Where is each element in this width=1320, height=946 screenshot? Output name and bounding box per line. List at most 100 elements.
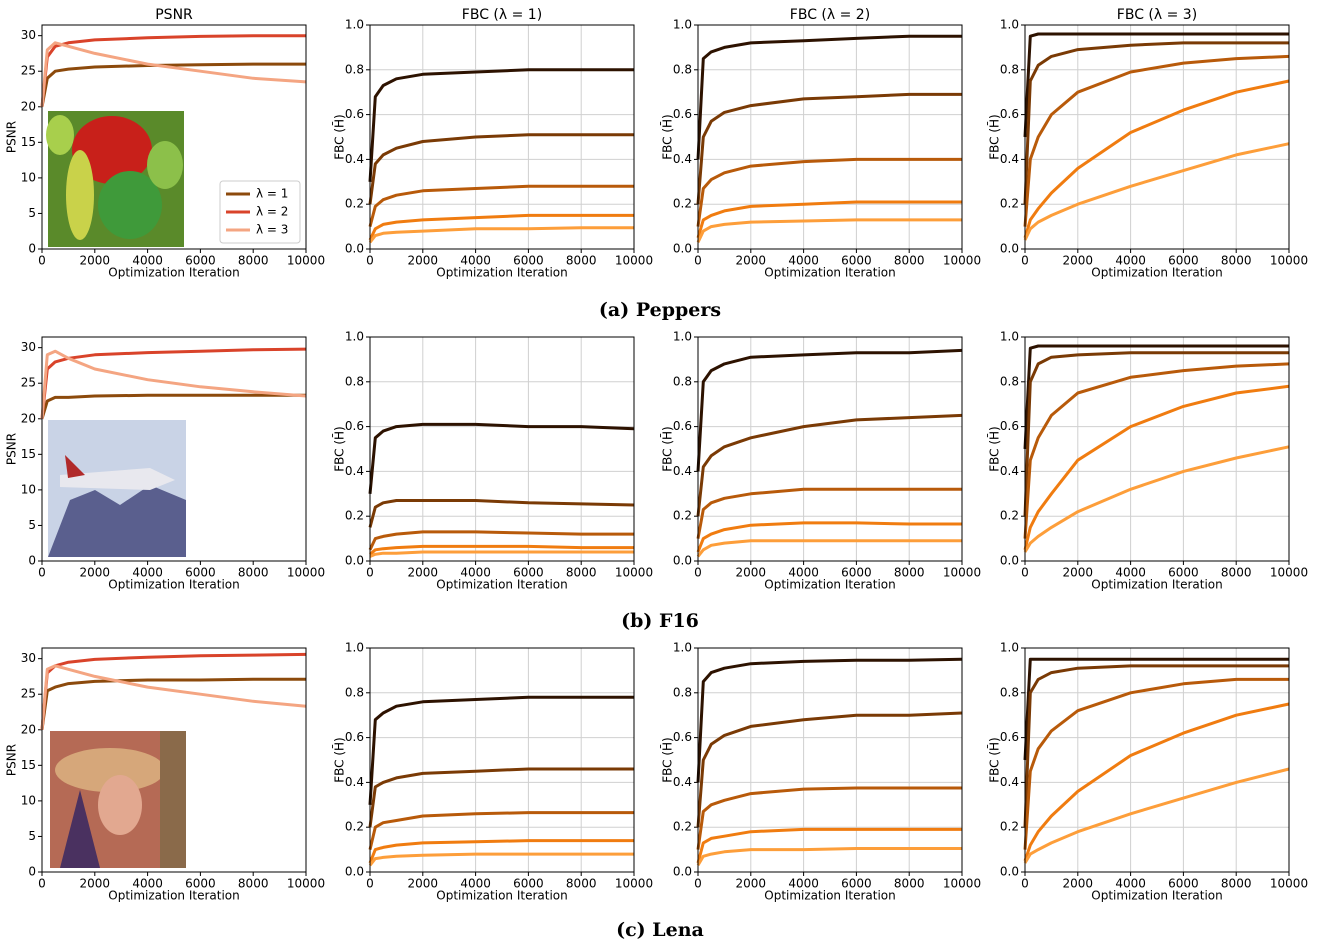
caption: (b) F16 bbox=[621, 610, 699, 632]
series-line bbox=[1023, 351, 1289, 517]
series-line bbox=[368, 133, 634, 205]
y-tick-label: 5 bbox=[28, 518, 36, 532]
y-tick-label: 10 bbox=[21, 482, 36, 496]
x-tick-label: 0 bbox=[1021, 877, 1029, 891]
series-line bbox=[369, 544, 634, 556]
plot-frame bbox=[369, 647, 635, 873]
x-tick-label: 8000 bbox=[566, 566, 597, 580]
x-tick-label: 4000 bbox=[460, 877, 491, 891]
x-tick-label: 10000 bbox=[1270, 877, 1308, 891]
series-line bbox=[40, 41, 307, 107]
series-line bbox=[40, 62, 306, 108]
legend-label: λ = 3 bbox=[256, 223, 288, 237]
y-tick-label: 0.6 bbox=[673, 730, 692, 744]
chart-title: PSNR bbox=[155, 7, 193, 23]
x-tick-label: 10000 bbox=[615, 254, 653, 268]
plot-frame bbox=[1024, 24, 1290, 250]
series-line bbox=[40, 652, 307, 730]
series-line bbox=[368, 811, 634, 850]
y-tick-label: 5 bbox=[28, 206, 36, 220]
plot-frame bbox=[697, 24, 963, 250]
series-line bbox=[1023, 142, 1290, 241]
series-line bbox=[1023, 664, 1289, 828]
y-tick-label: 0.0 bbox=[345, 865, 364, 879]
y-tick-label: 0.6 bbox=[1000, 419, 1019, 433]
x-tick-label: 6000 bbox=[1168, 254, 1199, 268]
y-tick-label: 1.0 bbox=[673, 18, 692, 32]
y-tick-label: 0.4 bbox=[1000, 775, 1019, 789]
series-line bbox=[40, 349, 307, 419]
y-tick-label: 0.6 bbox=[1000, 107, 1019, 121]
series-line bbox=[696, 413, 963, 517]
series-line bbox=[40, 664, 307, 730]
y-tick-label: 0.6 bbox=[345, 730, 364, 744]
series-line bbox=[1023, 79, 1290, 239]
y-tick-label: 0.0 bbox=[345, 554, 364, 568]
x-tick-label: 6000 bbox=[841, 877, 872, 891]
series-line bbox=[1023, 41, 1289, 205]
series-line bbox=[696, 521, 962, 553]
y-tick-label: 30 bbox=[21, 28, 36, 42]
x-tick-label: 10000 bbox=[943, 877, 981, 891]
plot-frame bbox=[1024, 336, 1290, 562]
y-tick-label: 0.8 bbox=[345, 374, 364, 388]
y-tick-label: 10 bbox=[21, 793, 36, 807]
y-tick-label: 0.2 bbox=[673, 197, 692, 211]
y-tick-label: 0.6 bbox=[673, 419, 692, 433]
x-tick-label: 10000 bbox=[1270, 254, 1308, 268]
inset-lena bbox=[50, 731, 186, 868]
y-axis-label: FBC (H̄) bbox=[332, 737, 346, 783]
x-axis-label: Optimization Iteration bbox=[764, 889, 895, 903]
y-tick-label: 0.2 bbox=[345, 509, 364, 523]
y-tick-label: 0.8 bbox=[673, 685, 692, 699]
series-line bbox=[1023, 445, 1290, 553]
x-tick-label: 10000 bbox=[287, 254, 325, 268]
x-tick-label: 4000 bbox=[788, 254, 819, 268]
caption: (a) Peppers bbox=[599, 299, 721, 321]
y-tick-label: 0.6 bbox=[345, 107, 364, 121]
series-line bbox=[696, 200, 962, 239]
y-tick-label: 25 bbox=[21, 687, 36, 701]
x-tick-label: 0 bbox=[1021, 254, 1029, 268]
x-tick-label: 0 bbox=[38, 254, 46, 268]
y-tick-label: 0.2 bbox=[345, 820, 364, 834]
x-tick-label: 2000 bbox=[736, 877, 767, 891]
y-tick-label: 0.0 bbox=[673, 865, 692, 879]
x-tick-label: 8000 bbox=[238, 877, 269, 891]
x-tick-label: 6000 bbox=[841, 254, 872, 268]
series-line bbox=[368, 852, 634, 867]
x-tick-label: 4000 bbox=[132, 254, 163, 268]
series-line bbox=[696, 157, 962, 227]
legend-box bbox=[219, 180, 301, 244]
y-tick-label: 20 bbox=[21, 99, 36, 113]
x-tick-label: 8000 bbox=[894, 566, 925, 580]
series-line bbox=[1023, 677, 1289, 850]
y-tick-label: 0 bbox=[28, 554, 36, 568]
x-tick-label: 8000 bbox=[1221, 254, 1252, 268]
x-tick-label: 8000 bbox=[238, 566, 269, 580]
y-tick-label: 0.4 bbox=[673, 775, 692, 789]
series-line bbox=[696, 657, 963, 783]
x-tick-label: 6000 bbox=[513, 566, 544, 580]
y-tick-label: 0.6 bbox=[673, 107, 692, 121]
y-tick-label: 0.8 bbox=[673, 374, 692, 388]
x-tick-label: 0 bbox=[694, 566, 702, 580]
y-axis-label: PSNR bbox=[5, 744, 19, 776]
y-tick-label: 0.8 bbox=[345, 685, 364, 699]
x-axis-label: Optimization Iteration bbox=[108, 578, 239, 592]
x-tick-label: 6000 bbox=[185, 254, 216, 268]
y-axis-label: FBC (H̄) bbox=[660, 737, 674, 783]
x-tick-label: 6000 bbox=[513, 254, 544, 268]
inset-peppers bbox=[46, 111, 184, 247]
x-axis-label: Optimization Iteration bbox=[108, 889, 239, 903]
x-tick-label: 2000 bbox=[80, 566, 111, 580]
plot-frame bbox=[369, 336, 635, 562]
inset-f16 bbox=[48, 420, 186, 557]
series-line bbox=[696, 92, 962, 205]
series-line bbox=[696, 711, 963, 828]
x-tick-label: 8000 bbox=[566, 877, 597, 891]
y-tick-label: 0.4 bbox=[345, 152, 364, 166]
y-tick-label: 0.2 bbox=[1000, 820, 1019, 834]
y-tick-label: 0 bbox=[28, 865, 36, 879]
